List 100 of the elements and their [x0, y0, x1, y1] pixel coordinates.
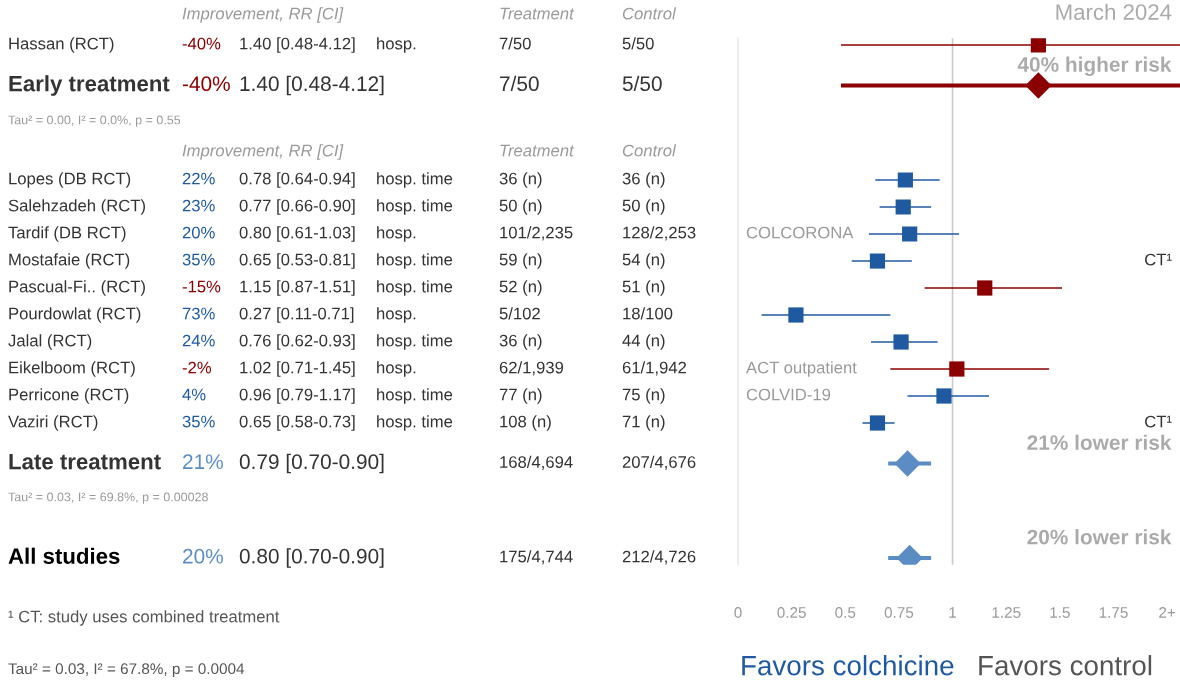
text: hosp. time	[377, 199, 453, 215]
text: 5/50	[622, 75, 662, 92]
text: 61/1,942	[622, 361, 687, 376]
text: 0.80 [0.61-1.03]	[239, 226, 355, 242]
text: hosp.	[377, 307, 416, 323]
text: 0.80 [0.70-0.90]	[239, 548, 384, 568]
text: 22%	[182, 172, 215, 185]
annotation: 20% lower risk	[1027, 529, 1172, 545]
point	[902, 226, 918, 242]
text: 59 (n)	[499, 253, 542, 269]
category-label: Perricone (RCT)	[9, 388, 129, 404]
text: 35%	[182, 415, 215, 428]
text: hosp.	[377, 361, 416, 377]
text: 0.65 [0.58-0.73]	[239, 415, 355, 431]
text: 73%	[182, 307, 215, 320]
category-label: Treatment	[500, 144, 575, 157]
category-label: Treatment	[500, 7, 575, 20]
x-tick-label: 1	[949, 607, 957, 618]
text: 0.76 [0.62-0.93]	[239, 334, 355, 350]
text: COLVID-19	[746, 388, 831, 401]
text: 1.40 [0.48-4.12]	[240, 37, 355, 53]
text: 50 (n)	[499, 199, 542, 215]
text: 51 (n)	[622, 280, 665, 296]
text: 7/50	[499, 37, 531, 50]
category-label: Salehzadeh (RCT)	[8, 199, 145, 215]
text: March 2024	[1056, 3, 1172, 20]
text: 1.02 [0.71-1.45]	[240, 361, 355, 377]
text: 1.15 [0.87-1.51]	[240, 280, 355, 296]
text: 21%	[183, 454, 223, 470]
text: -15%	[182, 280, 221, 293]
text: 23%	[182, 199, 215, 212]
text: 44 (n)	[622, 334, 665, 350]
text: hosp. time	[377, 415, 453, 431]
text: hosp.	[377, 37, 416, 53]
text: CT¹	[1145, 253, 1172, 266]
text: 108 (n)	[500, 415, 551, 431]
category-label: Control	[622, 7, 677, 20]
x-tick-label: 2+	[1159, 607, 1176, 618]
text: Favors colchicine	[742, 655, 954, 676]
category-label: Tardif (DB RCT)	[8, 226, 126, 242]
text: 128/2,253	[623, 226, 696, 241]
text: CT¹	[1145, 415, 1172, 428]
point	[788, 307, 804, 323]
text: 71 (n)	[622, 415, 665, 431]
category-label: Early treatment	[9, 75, 170, 96]
point	[936, 388, 952, 404]
text: 54 (n)	[622, 253, 665, 269]
category-label: Lopes (DB RCT)	[9, 172, 131, 188]
text: ¹ CT: study uses combined treatment	[8, 610, 280, 626]
text: hosp. time	[377, 388, 453, 404]
category-label: Vaziri (RCT)	[8, 415, 98, 431]
category-label: Pourdowlat (RCT)	[9, 307, 141, 323]
text: 1.40 [0.48-4.12]	[240, 75, 384, 96]
annotation: 40% higher risk	[1017, 56, 1172, 77]
x-tick-label: 0	[734, 607, 742, 618]
text: hosp.	[377, 226, 416, 242]
text: hosp. time	[377, 172, 453, 188]
text: 212/4,726	[622, 550, 696, 565]
point	[894, 450, 921, 477]
text: -2%	[182, 361, 212, 374]
x-tick-label: 0.5	[835, 607, 856, 618]
category-label: Pascual-Fi.. (RCT)	[9, 280, 145, 296]
text: -40%	[182, 76, 230, 92]
category-label: Jalal (RCT)	[8, 334, 92, 350]
text: 4%	[182, 388, 206, 401]
text: 5/50	[622, 37, 654, 50]
category-label: Eikelboom (RCT)	[9, 361, 135, 377]
text: 0.79 [0.70-0.90]	[239, 453, 384, 474]
category-label: Control	[622, 144, 677, 157]
x-tick-label: 1.75	[1099, 607, 1128, 618]
x-tick-label: 1.25	[992, 607, 1021, 618]
text: 101/2,235	[500, 226, 573, 241]
text: Tau² = 0.00, I² = 0.0%, p = 0.55	[8, 115, 181, 127]
point	[895, 199, 911, 215]
point	[897, 172, 913, 188]
annotation: 21% lower risk	[1027, 434, 1172, 450]
text: 5/102	[499, 307, 540, 320]
text: 0.65 [0.53-0.81]	[239, 253, 355, 269]
x-tick-label: 1.5	[1050, 607, 1070, 618]
text: Tau² = 0.03, I² = 69.8%, p = 0.00028	[8, 492, 208, 504]
category-label: Late treatment	[9, 453, 161, 470]
text: 62/1,939	[499, 361, 564, 376]
text: 20%	[183, 548, 223, 564]
text: 36 (n)	[622, 172, 665, 188]
text: 50 (n)	[622, 199, 665, 215]
text: 20%	[182, 226, 215, 239]
category-label: Improvement, RR [CI]	[182, 7, 344, 23]
text: hosp. time	[377, 334, 453, 350]
text: 0.78 [0.64-0.94]	[239, 172, 355, 188]
text: 207/4,676	[622, 455, 696, 470]
x-tick-label: 0.75	[884, 607, 914, 618]
text: 35%	[182, 253, 215, 266]
text: 36 (n)	[499, 172, 542, 188]
point	[869, 253, 886, 269]
category-label: Improvement, RR [CI]	[182, 144, 344, 160]
text: 175/4,744	[500, 550, 573, 565]
point	[1025, 72, 1052, 99]
text: 75 (n)	[622, 388, 665, 404]
text: 0.77 [0.66-0.90]	[239, 199, 355, 215]
text: 7/50	[500, 75, 539, 92]
